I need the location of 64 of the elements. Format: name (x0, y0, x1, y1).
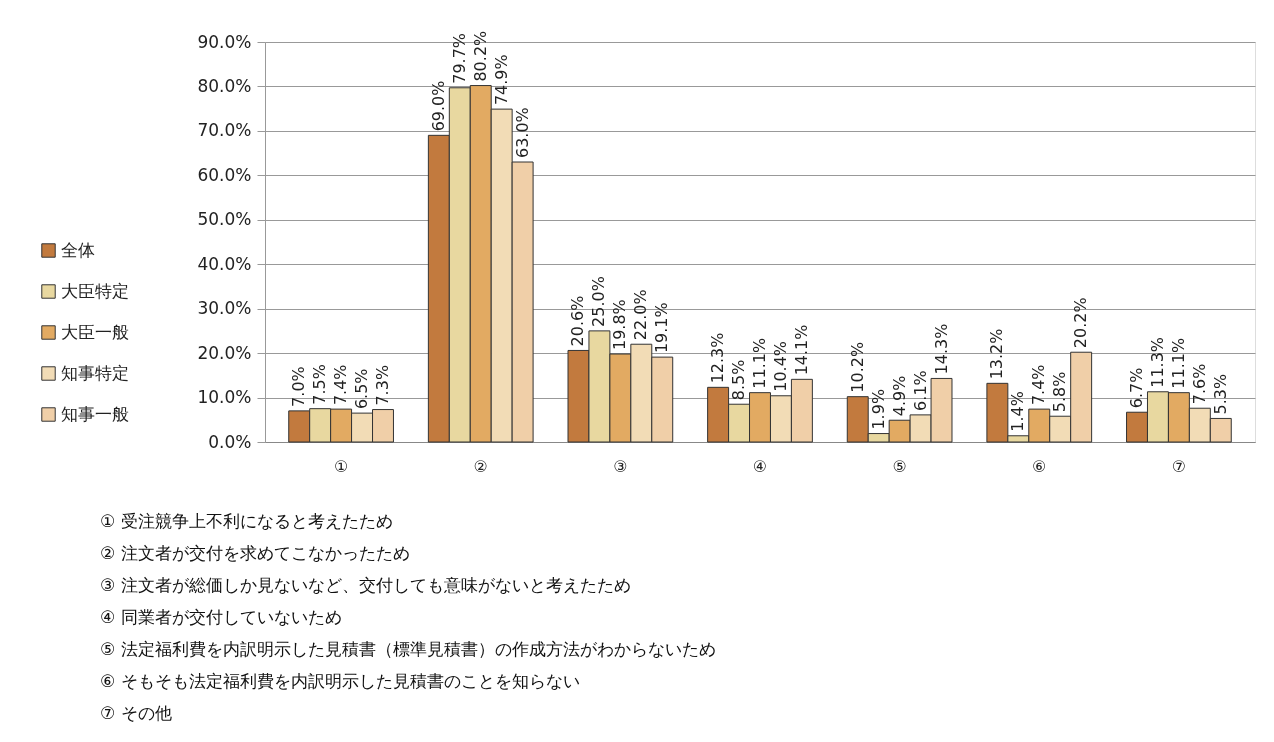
text: ③ 注文者が総価しか見ないなど、交付しても意味がないと考えたため (100, 575, 631, 595)
legend-label: 大臣特定 (61, 280, 129, 301)
data-label: 13.2% (987, 328, 1007, 380)
data-label: 1.9% (868, 388, 888, 430)
data-label: 7.6% (1189, 363, 1209, 405)
data-label: 1.4% (1008, 391, 1028, 432)
data-label: 10.2% (847, 341, 867, 393)
data-label: 69.0% (428, 80, 448, 132)
x-tick-label: ⑤ (892, 456, 907, 476)
x-tick-label: ⑦ (1171, 456, 1187, 476)
data-label: 7.5% (310, 364, 330, 405)
legend-label: 大臣一般 (61, 321, 129, 342)
data-label: 7.3% (372, 364, 392, 406)
data-label: 7.0% (289, 366, 309, 407)
y-tick-label: 80.0% (197, 75, 252, 96)
y-tick-label: 70.0% (197, 120, 252, 141)
data-label: 74.9% (491, 54, 511, 106)
y-tick-label: 20.0% (197, 342, 252, 363)
data-label: 11.1% (1168, 337, 1188, 389)
legend-label: 全体 (61, 239, 95, 260)
data-label: 20.2% (1071, 297, 1091, 349)
data-label: 14.3% (931, 323, 951, 375)
data-label: 6.7% (1127, 367, 1147, 409)
data-label: 6.1% (910, 370, 930, 411)
data-label: 12.3% (708, 332, 728, 384)
data-label: 22.0% (631, 289, 651, 341)
data-label: 6.5% (352, 368, 372, 410)
x-tick-label: ① (333, 456, 349, 476)
x-tick-label: ④ (752, 456, 768, 476)
data-label: 19.8% (610, 299, 630, 350)
y-tick-label: 50.0% (197, 209, 252, 230)
data-label: 19.1% (652, 302, 672, 354)
text: ② 注文者が交付を求めてこなかったため (100, 543, 410, 563)
data-label: 11.1% (750, 337, 769, 389)
data-label: 63.0% (512, 107, 532, 158)
data-label: 5.3% (1210, 373, 1230, 415)
text: ④ 同業者が交付していないため (100, 607, 342, 627)
data-label: 5.8% (1050, 371, 1070, 413)
data-label: 80.2% (470, 30, 490, 82)
y-tick-label: 90.0% (197, 31, 252, 52)
legend-label: 知事特定 (61, 362, 129, 383)
y-tick-label: 60.0% (197, 164, 252, 185)
data-label: 7.4% (331, 364, 351, 406)
y-tick-label: 0.0% (208, 431, 252, 452)
data-label: 25.0% (589, 276, 609, 327)
text: ① 受注競争上不利になると考えたため (100, 511, 393, 531)
text: ⑦ その他 (100, 703, 172, 723)
legend-label: 知事一般 (61, 403, 129, 424)
y-tick-label: 40.0% (197, 253, 252, 274)
y-tick-label: 10.0% (197, 387, 252, 408)
data-label: 20.6% (568, 295, 588, 347)
text: ⑤ 法定福利費を内訳明示した見積書（標準見積書）の作成方法がわからないため (100, 639, 716, 659)
data-label: 4.9% (889, 375, 909, 417)
data-label: 14.1% (791, 324, 811, 376)
x-tick-label: ⑥ (1032, 456, 1047, 476)
text: ⑥ そもそも法定福利費を内訳明示した見積書のことを知らない (100, 671, 580, 691)
x-tick-label: ② (473, 456, 488, 476)
x-tick-label: ③ (613, 456, 628, 476)
data-label: 10.4% (770, 340, 790, 392)
data-label: 11.3% (1147, 336, 1167, 388)
data-label: 79.7% (449, 32, 469, 84)
y-tick-label: 30.0% (197, 298, 252, 319)
data-label: 8.5% (729, 359, 749, 401)
data-label: 7.4% (1029, 364, 1049, 406)
